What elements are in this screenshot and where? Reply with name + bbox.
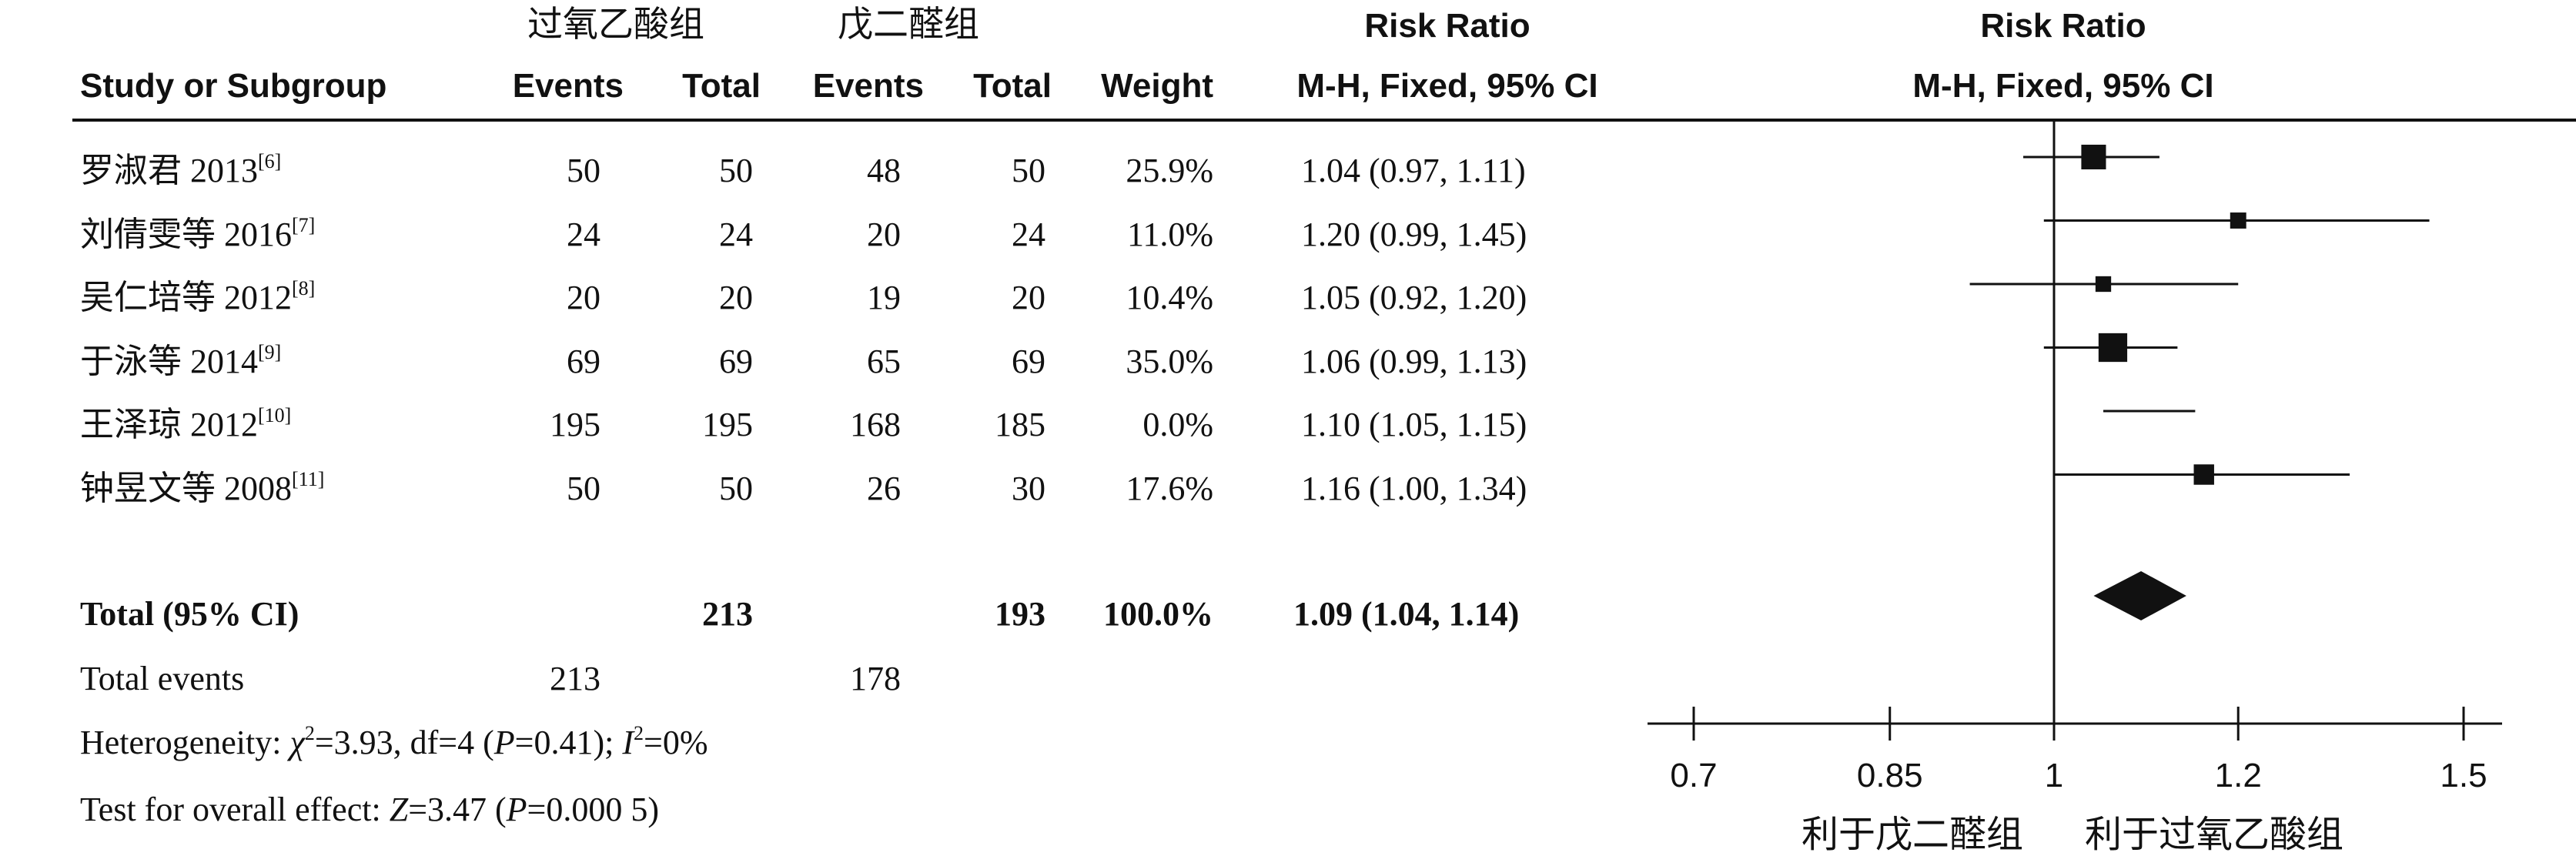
total-exp-total: 213 (702, 595, 753, 633)
weight-value: 0.0% (1142, 406, 1213, 443)
rr-method-header-plot: M-H, Fixed, 95% CI (1912, 67, 2214, 105)
study-point-square (2081, 144, 2106, 170)
ctrl-events-value: 19 (867, 279, 901, 316)
total-label: Total (95% CI) (80, 595, 299, 633)
favours-left-label: 利于戊二醛组 (1802, 814, 2023, 855)
rr-ci-value: 1.10 (1.05, 1.15) (1301, 406, 1527, 443)
experimental-group-header: 过氧乙酸组 (527, 4, 704, 44)
study-name: 钟昱文等 2008[11] (80, 467, 325, 507)
study-name: 于泳等 2014[9] (80, 340, 282, 380)
study-name: 吴仁培等 2012[8] (80, 277, 316, 316)
weight-value: 17.6% (1126, 469, 1213, 507)
rr-ci-value: 1.04 (0.97, 1.11) (1301, 152, 1526, 189)
ctrl-events-value: 48 (867, 152, 901, 189)
reference-superscript: [6] (258, 150, 282, 172)
exp-total-value: 50 (719, 469, 753, 507)
exp-events-value: 20 (567, 279, 601, 316)
ctrl-total-header: Total (973, 67, 1052, 105)
ctrl-events-value: 168 (850, 406, 901, 443)
x-tick-label: 1.5 (2440, 757, 2487, 794)
control-group-header: 戊二醛组 (838, 4, 979, 44)
study-column-header: Study or Subgroup (80, 67, 387, 105)
reference-superscript: [8] (292, 277, 316, 299)
risk-ratio-header-table: Risk Ratio (1364, 7, 1531, 45)
weight-value: 11.0% (1126, 215, 1213, 253)
overall-diamond (2093, 571, 2186, 620)
ctrl-total-value: 30 (1012, 469, 1045, 507)
rr-ci-value: 1.05 (0.92, 1.20) (1301, 279, 1527, 316)
study-point-square (2095, 276, 2112, 293)
exp-events-header: Events (512, 67, 624, 105)
ctrl-total-value: 24 (1012, 215, 1045, 253)
exp-total-header: Total (682, 67, 761, 105)
study-name: 王泽琼 2012[10] (80, 404, 292, 443)
favours-right-label: 利于过氧乙酸组 (2085, 814, 2343, 855)
x-tick-label: 1 (2045, 757, 2063, 794)
exp-total-value: 20 (719, 279, 753, 316)
exp-events-value: 69 (567, 342, 601, 380)
study-point-square (2230, 212, 2246, 229)
weight-value: 35.0% (1126, 342, 1213, 380)
x-tick-label: 0.7 (1670, 757, 1717, 794)
weight-header: Weight (1101, 67, 1213, 105)
heterogeneity-line: Heterogeneity: χ2=3.93, df=4 (P=0.41); I… (80, 722, 708, 761)
total-weight: 100.0% (1103, 595, 1213, 633)
ctrl-total-value: 185 (995, 406, 1045, 443)
weight-value: 10.4% (1126, 279, 1213, 316)
weight-value: 25.9% (1126, 152, 1213, 189)
reference-superscript: [10] (258, 404, 292, 426)
rr-ci-value: 1.20 (0.99, 1.45) (1301, 215, 1527, 253)
study-name: 罗淑君 2013[6] (80, 150, 282, 189)
ctrl-total-value: 69 (1012, 342, 1045, 380)
rr-ci-value: 1.06 (0.99, 1.13) (1301, 342, 1527, 380)
reference-superscript: [7] (292, 213, 316, 236)
risk-ratio-header-plot: Risk Ratio (1980, 7, 2146, 45)
study-name: 刘倩雯等 2016[7] (80, 213, 316, 253)
exp-events-value: 50 (567, 152, 601, 189)
total-events-ctrl: 178 (850, 660, 901, 697)
exp-events-value: 50 (567, 469, 601, 507)
exp-total-value: 24 (719, 215, 753, 253)
ctrl-total-value: 20 (1012, 279, 1045, 316)
exp-total-value: 50 (719, 152, 753, 189)
total-events-exp: 213 (550, 660, 601, 697)
ctrl-events-header: Events (812, 67, 924, 105)
total-ctrl-total: 193 (995, 595, 1045, 633)
ctrl-events-value: 65 (867, 342, 901, 380)
rr-method-header-table: M-H, Fixed, 95% CI (1296, 67, 1598, 105)
x-tick-label: 0.85 (1857, 757, 1923, 794)
rr-ci-value: 1.16 (1.00, 1.34) (1301, 469, 1527, 507)
ctrl-events-value: 26 (867, 469, 901, 507)
header-rule (72, 119, 2576, 122)
ctrl-total-value: 50 (1012, 152, 1045, 189)
ctrl-events-value: 20 (867, 215, 901, 253)
total-rr-ci: 1.09 (1.04, 1.14) (1293, 595, 1520, 633)
total-events-label: Total events (80, 660, 245, 697)
exp-events-value: 24 (567, 215, 601, 253)
exp-events-value: 195 (550, 406, 601, 443)
reference-superscript: [11] (292, 467, 325, 490)
x-tick-label: 1.2 (2215, 757, 2262, 794)
study-point-square (2098, 333, 2128, 363)
reference-superscript: [9] (258, 340, 282, 363)
overall-effect-line: Test for overall effect: Z=3.47 (P=0.000… (80, 791, 660, 828)
study-point-square (2193, 464, 2214, 485)
exp-total-value: 69 (719, 342, 753, 380)
exp-total-value: 195 (702, 406, 753, 443)
